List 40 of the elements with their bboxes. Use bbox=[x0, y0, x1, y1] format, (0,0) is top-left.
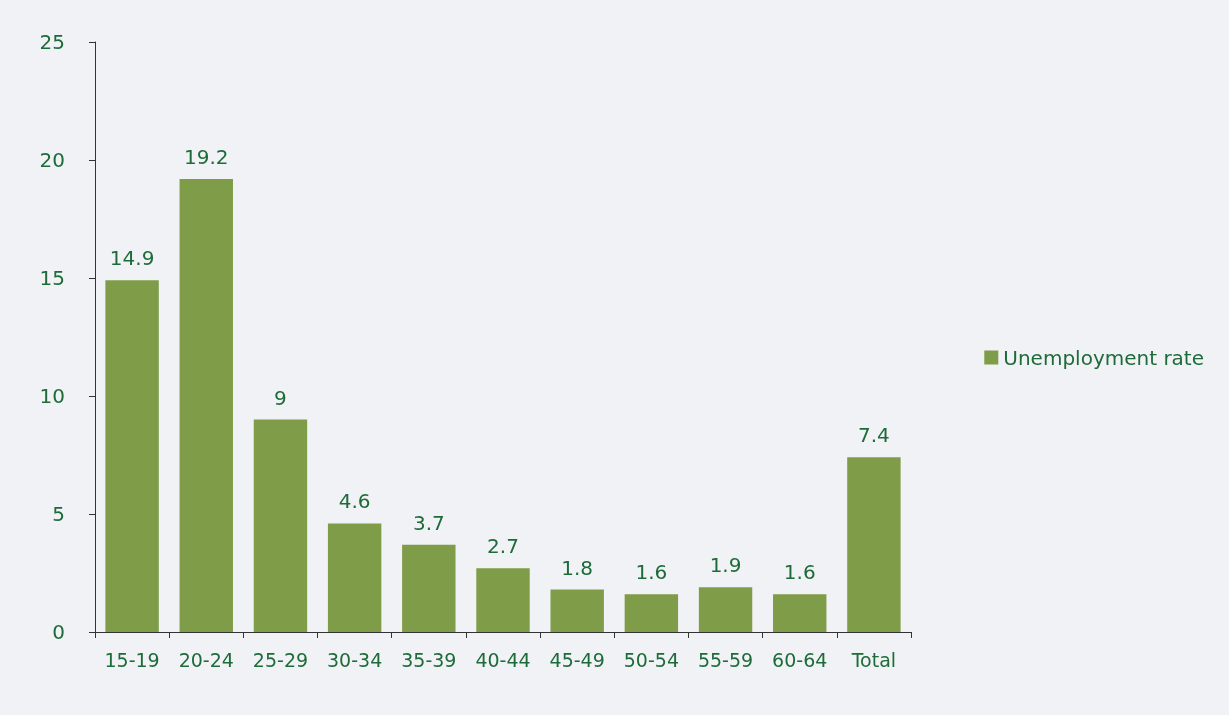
bar bbox=[476, 568, 530, 632]
bar bbox=[624, 594, 679, 632]
bar bbox=[698, 587, 753, 632]
data-label: 19.2 bbox=[184, 144, 229, 169]
y-tick-label: 15 bbox=[39, 266, 65, 290]
bar bbox=[253, 419, 308, 632]
y-tick-label: 25 bbox=[39, 30, 65, 54]
x-tick-label: 15-19 bbox=[104, 648, 160, 671]
data-label: 7.4 bbox=[858, 423, 890, 448]
legend-label: Unemployment rate bbox=[1003, 345, 1205, 370]
x-tick-label: 45-49 bbox=[549, 648, 605, 671]
bar bbox=[550, 589, 604, 632]
bar bbox=[105, 280, 159, 632]
data-label: 3.7 bbox=[412, 510, 445, 535]
x-tick-label: 25-29 bbox=[252, 648, 309, 671]
data-label: 1.9 bbox=[709, 553, 742, 578]
x-tick-label: 60-64 bbox=[772, 648, 828, 671]
data-label: 1.6 bbox=[783, 560, 816, 585]
data-label: 4.6 bbox=[338, 489, 371, 514]
x-tick-label: 35-39 bbox=[401, 648, 457, 671]
data-label: 1.6 bbox=[635, 560, 668, 585]
y-tick-label: 20 bbox=[39, 148, 65, 172]
data-label: 14.9 bbox=[109, 246, 155, 271]
bar bbox=[773, 594, 827, 632]
bar bbox=[847, 457, 901, 632]
bar bbox=[179, 178, 233, 632]
y-tick-label: 5 bbox=[52, 502, 65, 526]
bar bbox=[402, 544, 456, 632]
x-tick-label: 50-54 bbox=[623, 648, 679, 671]
x-tick-label: 55-59 bbox=[697, 648, 754, 671]
y-tick-label: 0 bbox=[52, 620, 65, 644]
data-label: 2.7 bbox=[487, 534, 519, 559]
x-tick-label: Total bbox=[850, 648, 897, 671]
x-tick-label: 30-34 bbox=[327, 648, 383, 671]
x-tick-label: 40-44 bbox=[475, 648, 531, 671]
y-tick-label: 10 bbox=[39, 384, 65, 408]
data-label: 9 bbox=[274, 385, 287, 410]
bar bbox=[327, 523, 382, 632]
data-label: 1.8 bbox=[561, 555, 594, 580]
x-tick-label: 20-24 bbox=[178, 648, 234, 671]
